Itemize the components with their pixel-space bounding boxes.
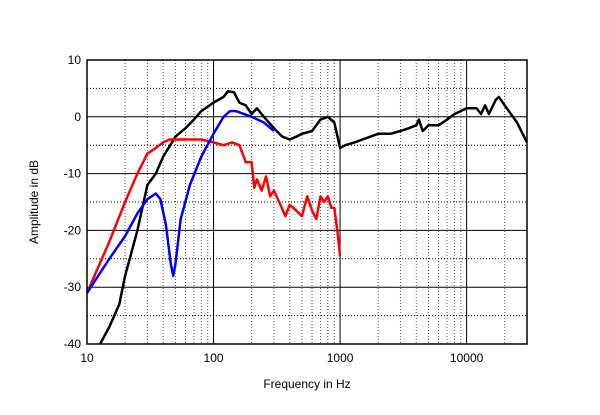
- x-tick-label: 1000: [327, 351, 354, 365]
- y-tick-label: -10: [64, 167, 82, 181]
- y-tick-label: -30: [64, 280, 82, 294]
- series-blue-line: [85, 109, 275, 294]
- x-tick-label: 10000: [450, 351, 484, 365]
- plot-frame: [86, 59, 528, 345]
- y-tick-label: -40: [64, 337, 82, 351]
- series-red-line: [85, 138, 342, 294]
- x-tick-label: 100: [204, 351, 224, 365]
- y-tick-label: -20: [64, 223, 82, 237]
- series-black-line: [99, 89, 529, 345]
- y-tick-label: 0: [74, 110, 81, 124]
- x-axis-label: Frequency in Hz: [263, 377, 350, 391]
- y-tick-label: 10: [68, 53, 82, 67]
- x-tick-label: 10: [80, 351, 94, 365]
- y-axis-label: Amplitude in dB: [27, 160, 41, 244]
